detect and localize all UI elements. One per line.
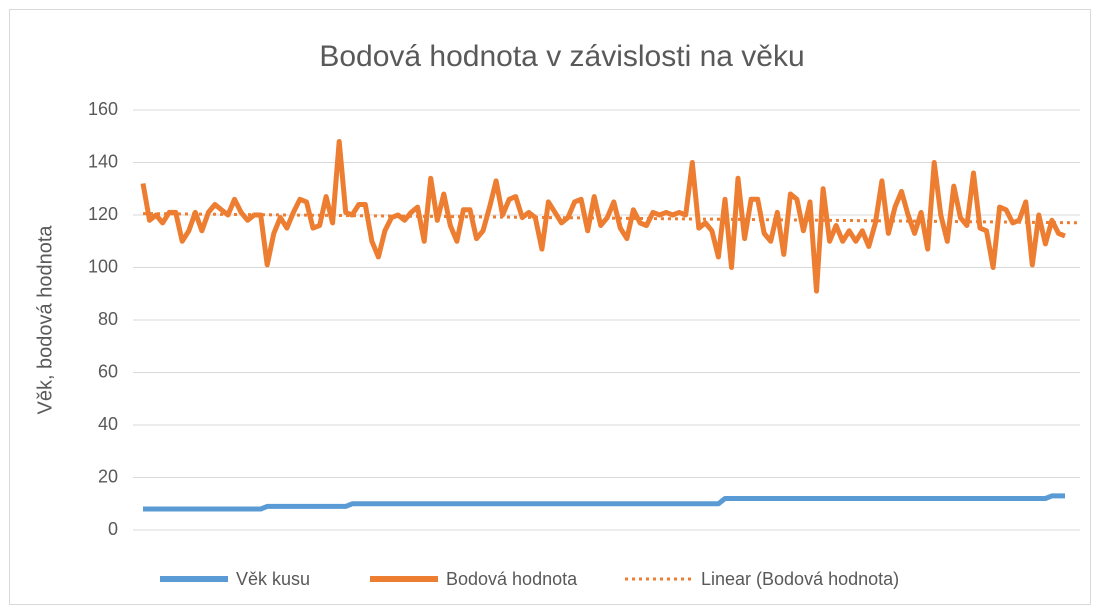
y-tick-label: 80: [98, 309, 118, 329]
y-tick-label: 20: [98, 466, 118, 486]
y-tick-label: 120: [88, 204, 118, 224]
line-series: [140, 139, 1066, 294]
y-axis-label: Věk, bodová hodnota: [34, 225, 56, 415]
chart-title: Bodová hodnota v závislosti na věku: [319, 40, 804, 73]
legend-label: Linear (Bodová hodnota): [701, 569, 899, 589]
y-tick-label: 0: [108, 519, 118, 539]
chart-border: [9, 9, 1091, 605]
y-tick-label: 160: [88, 99, 118, 119]
trendline: [142, 212, 1081, 225]
y-tick-label: 100: [88, 256, 118, 276]
legend-label: Bodová hodnota: [446, 569, 578, 589]
y-tick-label: 60: [98, 361, 118, 381]
line-series: [143, 493, 1065, 512]
y-tick-label: 40: [98, 414, 118, 434]
y-tick-label: 140: [88, 151, 118, 171]
legend-label: Věk kusu: [236, 569, 310, 589]
